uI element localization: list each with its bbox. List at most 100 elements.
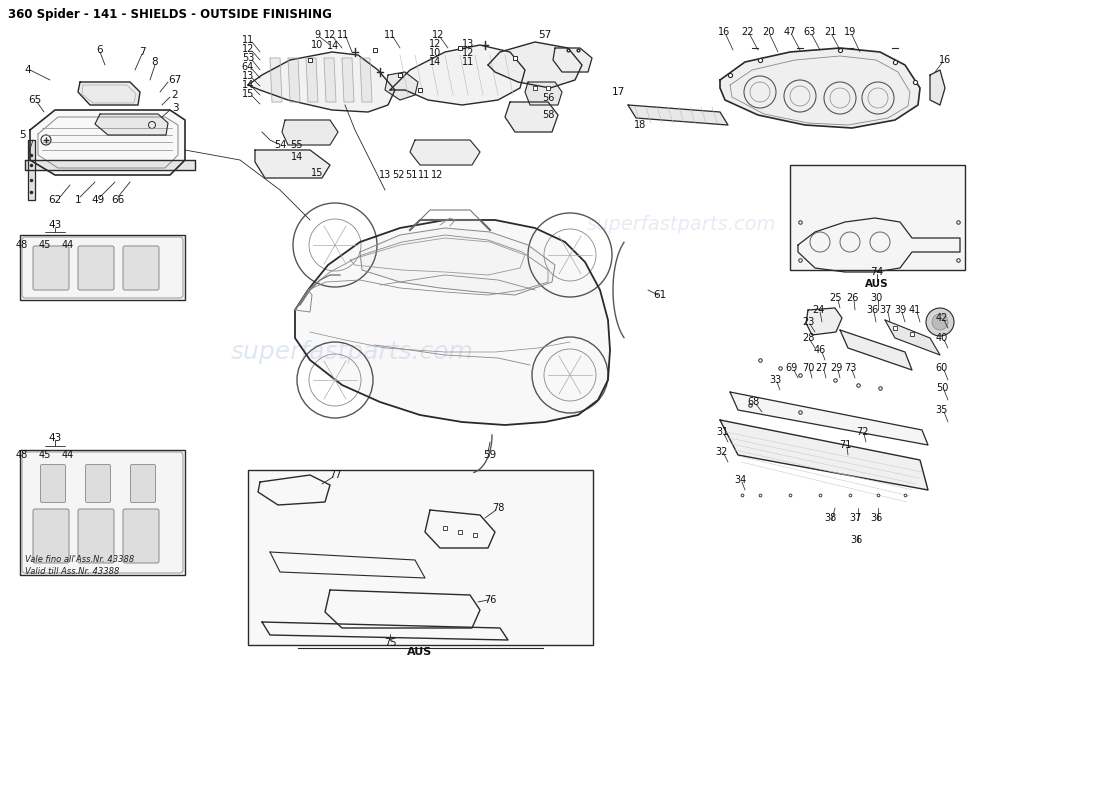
Text: 36: 36 [850,535,862,545]
Circle shape [926,308,954,336]
FancyBboxPatch shape [33,246,69,290]
Polygon shape [628,105,728,125]
Polygon shape [262,622,508,640]
FancyBboxPatch shape [78,246,114,290]
Text: 360 Spider - 141 - SHIELDS - OUTSIDE FINISHING: 360 Spider - 141 - SHIELDS - OUTSIDE FIN… [8,8,332,21]
Polygon shape [306,58,318,102]
Polygon shape [30,110,185,175]
Text: 53: 53 [242,53,254,63]
Circle shape [932,314,948,330]
Text: 10: 10 [311,40,323,50]
Text: 45: 45 [39,450,52,460]
Text: 11: 11 [337,30,349,40]
Bar [248,470,593,645]
Polygon shape [78,82,140,105]
Text: 64: 64 [242,62,254,72]
Text: 30: 30 [870,293,882,303]
Polygon shape [360,58,372,102]
Text: 34: 34 [734,475,746,485]
Polygon shape [95,114,168,135]
Text: 77: 77 [329,470,341,480]
Text: 14: 14 [242,80,254,90]
Text: 24: 24 [812,305,824,315]
Text: 39: 39 [894,305,906,315]
Text: 21: 21 [824,27,836,37]
Text: 18: 18 [634,120,646,130]
Text: 75: 75 [384,638,396,648]
Text: 14: 14 [429,57,441,67]
FancyBboxPatch shape [86,465,110,502]
Text: 60: 60 [936,363,948,373]
Text: 15: 15 [311,168,323,178]
Bar [20,235,185,300]
Text: 10: 10 [429,48,441,58]
Polygon shape [258,475,330,505]
Text: 61: 61 [653,290,667,300]
Polygon shape [270,58,282,102]
Text: 33: 33 [769,375,781,385]
Text: 51: 51 [405,170,417,180]
Text: 3: 3 [172,103,178,113]
Text: 17: 17 [612,87,625,97]
Polygon shape [248,52,395,112]
Text: 35: 35 [936,405,948,415]
Text: AUS: AUS [407,647,432,657]
Text: AUS: AUS [866,279,889,289]
Polygon shape [282,120,338,145]
Bar [20,450,185,575]
Text: 55: 55 [289,140,302,150]
Text: 28: 28 [802,333,814,343]
Text: 13: 13 [242,71,254,81]
Text: 37: 37 [880,305,892,315]
Text: 11: 11 [242,35,254,45]
Polygon shape [25,160,195,170]
Text: 54: 54 [274,140,286,150]
Text: 1: 1 [75,195,81,205]
Text: 78: 78 [492,503,504,513]
Text: 71: 71 [839,440,851,450]
FancyBboxPatch shape [41,465,66,502]
Text: 16: 16 [939,55,952,65]
Text: 15: 15 [242,89,254,99]
Text: 12: 12 [431,170,443,180]
Text: 7: 7 [139,47,145,57]
Text: superfastparts.com: superfastparts.com [587,214,777,234]
Polygon shape [840,330,912,370]
Polygon shape [720,48,920,128]
Text: 16: 16 [718,27,730,37]
Text: 2: 2 [172,90,178,100]
Text: 70: 70 [802,363,814,373]
FancyBboxPatch shape [78,509,114,563]
Text: 46: 46 [814,345,826,355]
Text: 37: 37 [850,513,862,523]
Text: 43: 43 [48,433,62,443]
Text: 31: 31 [716,427,728,437]
Text: 36: 36 [870,513,882,523]
Polygon shape [488,42,582,88]
Text: 42: 42 [936,313,948,323]
Text: 68: 68 [748,397,760,407]
Text: 67: 67 [168,75,182,85]
Polygon shape [806,308,842,335]
Polygon shape [390,45,525,105]
Text: 25: 25 [829,293,843,303]
Text: 43: 43 [48,220,62,230]
Text: 44: 44 [62,450,74,460]
Text: 12: 12 [323,30,337,40]
Text: 11: 11 [384,30,396,40]
Text: 13: 13 [378,170,392,180]
Polygon shape [255,150,330,178]
FancyBboxPatch shape [123,246,160,290]
Polygon shape [730,392,928,445]
Polygon shape [505,102,558,132]
Text: 19: 19 [844,27,856,37]
Text: 11: 11 [462,57,474,67]
Polygon shape [798,218,960,272]
Text: 14: 14 [290,152,304,162]
Text: 73: 73 [844,363,856,373]
FancyBboxPatch shape [33,509,69,563]
Text: superfastparts.com: superfastparts.com [231,340,473,364]
Polygon shape [553,48,592,72]
Text: 62: 62 [48,195,62,205]
Text: 20: 20 [762,27,774,37]
